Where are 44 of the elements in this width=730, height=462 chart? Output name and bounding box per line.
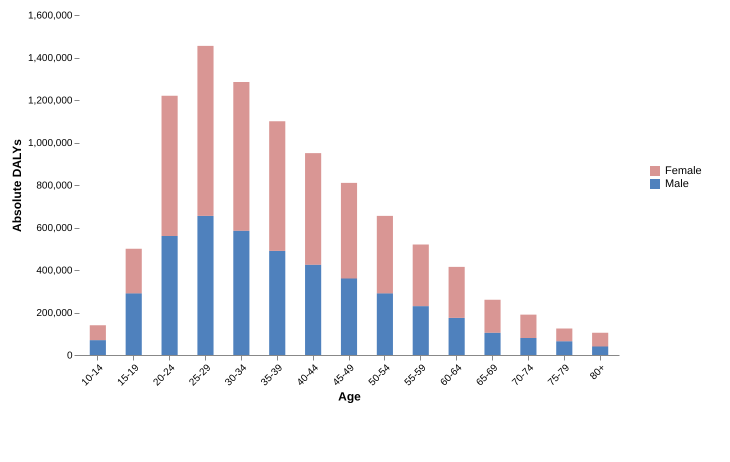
bar — [197, 216, 214, 355]
y-tick-label: 600,000 — [36, 223, 73, 234]
bar — [520, 314, 536, 338]
bar — [376, 293, 393, 355]
y-tick-label: 1,200,000 — [28, 96, 73, 106]
bar — [484, 300, 501, 333]
bar — [233, 82, 250, 231]
bar — [520, 338, 536, 355]
bar — [340, 182, 358, 278]
bar — [233, 230, 250, 355]
bar — [126, 293, 142, 355]
legend-label: Male — [665, 178, 689, 190]
bar — [376, 216, 393, 294]
bar — [269, 121, 286, 251]
bar — [197, 46, 214, 216]
bar — [90, 340, 106, 355]
y-tick-label: 1,000,000 — [28, 138, 73, 149]
legend-label: Female — [665, 165, 702, 177]
y-tick-label: 1,400,000 — [28, 53, 73, 64]
bar — [484, 332, 501, 355]
y-axis-title: Absolute DALYs — [10, 138, 24, 232]
bar — [305, 264, 322, 355]
bar — [448, 318, 465, 355]
y-tick-label: 800,000 — [36, 180, 73, 192]
x-axis-title: Age — [338, 390, 362, 404]
bar — [162, 96, 178, 236]
bar — [592, 332, 608, 346]
bar — [412, 306, 429, 355]
bar — [592, 346, 608, 355]
bar — [556, 341, 572, 355]
bar — [412, 244, 429, 306]
bar — [90, 325, 106, 340]
bar — [162, 236, 178, 355]
bar — [269, 250, 286, 355]
bar — [448, 266, 465, 318]
bar — [340, 278, 358, 355]
y-tick-label: 0 — [66, 350, 73, 362]
bar — [126, 248, 142, 294]
y-tick-label: 1,600,000 — [28, 10, 73, 22]
x-tick-label: 80+ — [588, 362, 608, 382]
bar — [556, 328, 572, 342]
y-tick-label: 400,000 — [36, 266, 73, 276]
bar — [305, 153, 322, 265]
y-tick-label: 200,000 — [36, 308, 73, 319]
